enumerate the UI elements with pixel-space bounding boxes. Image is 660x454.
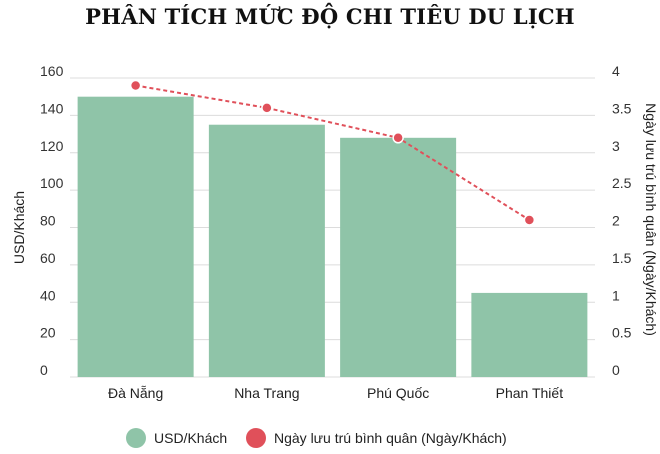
line-point-3	[523, 214, 536, 226]
left-tick-label: 40	[40, 287, 56, 303]
left-axis-title: USD/Khách	[11, 191, 27, 264]
right-tick-label: 1	[612, 287, 620, 303]
bar-2	[340, 137, 457, 377]
left-tick-label: 160	[40, 63, 64, 79]
line-path	[135, 84, 530, 221]
category-label: Nha Trang	[234, 385, 299, 401]
legend-label-bar: USD/Khách	[154, 430, 227, 446]
right-tick-label: 2	[612, 213, 620, 229]
left-tick-label: 80	[40, 213, 56, 229]
right-tick-label: 0	[612, 362, 620, 378]
chart-title: PHÂN TÍCH MỨC ĐỘ CHI TIÊU DU LỊCH	[85, 4, 575, 29]
legend: USD/Khách Ngày lưu trú bình quân (Ngày/K…	[126, 428, 507, 448]
category-label: Đà Nẵng	[108, 385, 163, 401]
line-point-2	[392, 132, 404, 144]
left-tick-label: 20	[40, 325, 56, 341]
left-tick-label: 120	[40, 138, 64, 154]
legend-swatch-line	[246, 428, 266, 448]
line-point-1	[261, 102, 273, 114]
legend-label-line: Ngày lưu trú bình quân (Ngày/Khách)	[274, 430, 507, 446]
right-axis-title: Ngày lưu trú bình quân (Ngày/Khách)	[643, 103, 659, 336]
category-labels: Đà Nẵng Nha Trang Phú Quốc Phan Thiết	[108, 385, 563, 401]
bar-series	[77, 96, 588, 377]
right-tick-label: 4	[612, 63, 620, 79]
bar-1	[208, 124, 325, 377]
right-tick-label: 3	[612, 138, 620, 154]
left-tick-label: 60	[40, 250, 56, 266]
category-label: Phú Quốc	[367, 385, 429, 401]
right-tick-label: 1.5	[612, 250, 632, 266]
left-axis-ticks: 0 20 40 60 80 100 120 140 160	[40, 63, 64, 378]
line-point-0	[129, 79, 142, 92]
right-axis-ticks: 0 0.5 1 1.5 2 2.5 3 3.5 4	[612, 63, 632, 378]
right-tick-label: 3.5	[612, 100, 632, 116]
bar-3	[471, 292, 588, 377]
left-tick-label: 100	[40, 175, 64, 191]
right-tick-label: 0.5	[612, 325, 632, 341]
legend-swatch-bar	[126, 428, 146, 448]
right-tick-label: 2.5	[612, 175, 632, 191]
bar-0	[77, 96, 194, 377]
category-label: Phan Thiết	[496, 385, 564, 401]
left-tick-label: 0	[40, 362, 48, 378]
left-tick-label: 140	[40, 100, 64, 116]
line-series	[129, 79, 536, 226]
